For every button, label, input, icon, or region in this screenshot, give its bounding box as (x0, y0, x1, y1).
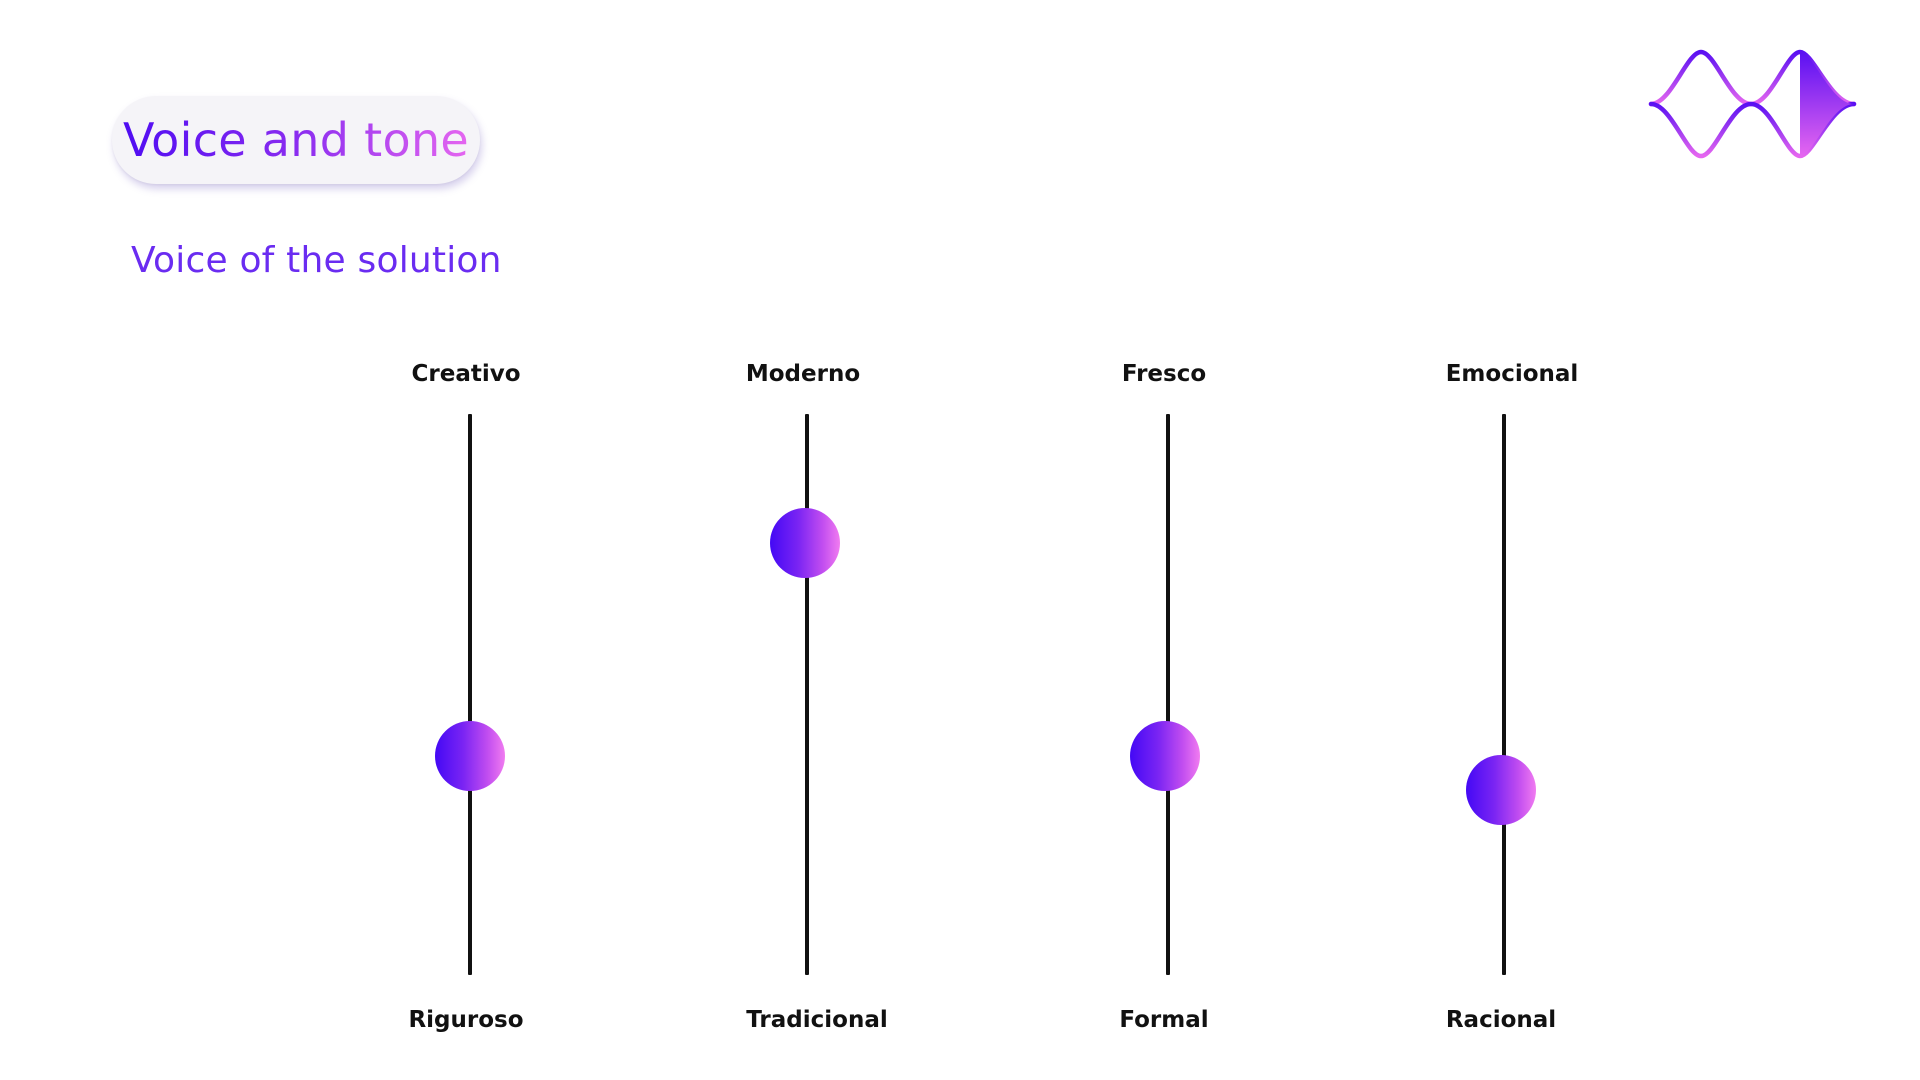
slider-track[interactable] (1502, 414, 1506, 975)
section-subtitle: Voice of the solution (131, 240, 502, 281)
slider-creativo-riguroso[interactable]: Creativo Riguroso (348, 358, 588, 1038)
title-pill: Voice and tone (112, 96, 480, 184)
slider-top-label: Creativo (411, 361, 521, 387)
slider-thumb[interactable] (1466, 754, 1536, 825)
slider-track[interactable] (1166, 414, 1170, 975)
slider-top-label: Emocional (1445, 361, 1579, 387)
slider-bottom-label: Racional (1445, 1007, 1557, 1033)
slider-track[interactable] (805, 414, 809, 975)
slider-top-label: Fresco (1121, 361, 1207, 387)
slider-bottom-label: Formal (1119, 1007, 1209, 1033)
slider-bottom-label: Tradicional (746, 1007, 888, 1033)
slider-fresco-formal[interactable]: Fresco Formal (1046, 358, 1286, 1038)
slider-track[interactable] (468, 414, 472, 975)
brand-logo-icon (1648, 49, 1857, 159)
slider-bottom-label: Riguroso (408, 1007, 524, 1033)
slider-thumb[interactable] (770, 508, 840, 579)
slider-thumb[interactable] (1130, 721, 1200, 792)
page-title: Voice and tone (122, 113, 470, 167)
slider-top-label: Moderno (745, 361, 861, 387)
slider-emocional-racional[interactable]: Emocional Racional (1382, 358, 1622, 1038)
slider-moderno-tradicional[interactable]: Moderno Tradicional (685, 358, 925, 1038)
slider-thumb[interactable] (435, 721, 505, 792)
